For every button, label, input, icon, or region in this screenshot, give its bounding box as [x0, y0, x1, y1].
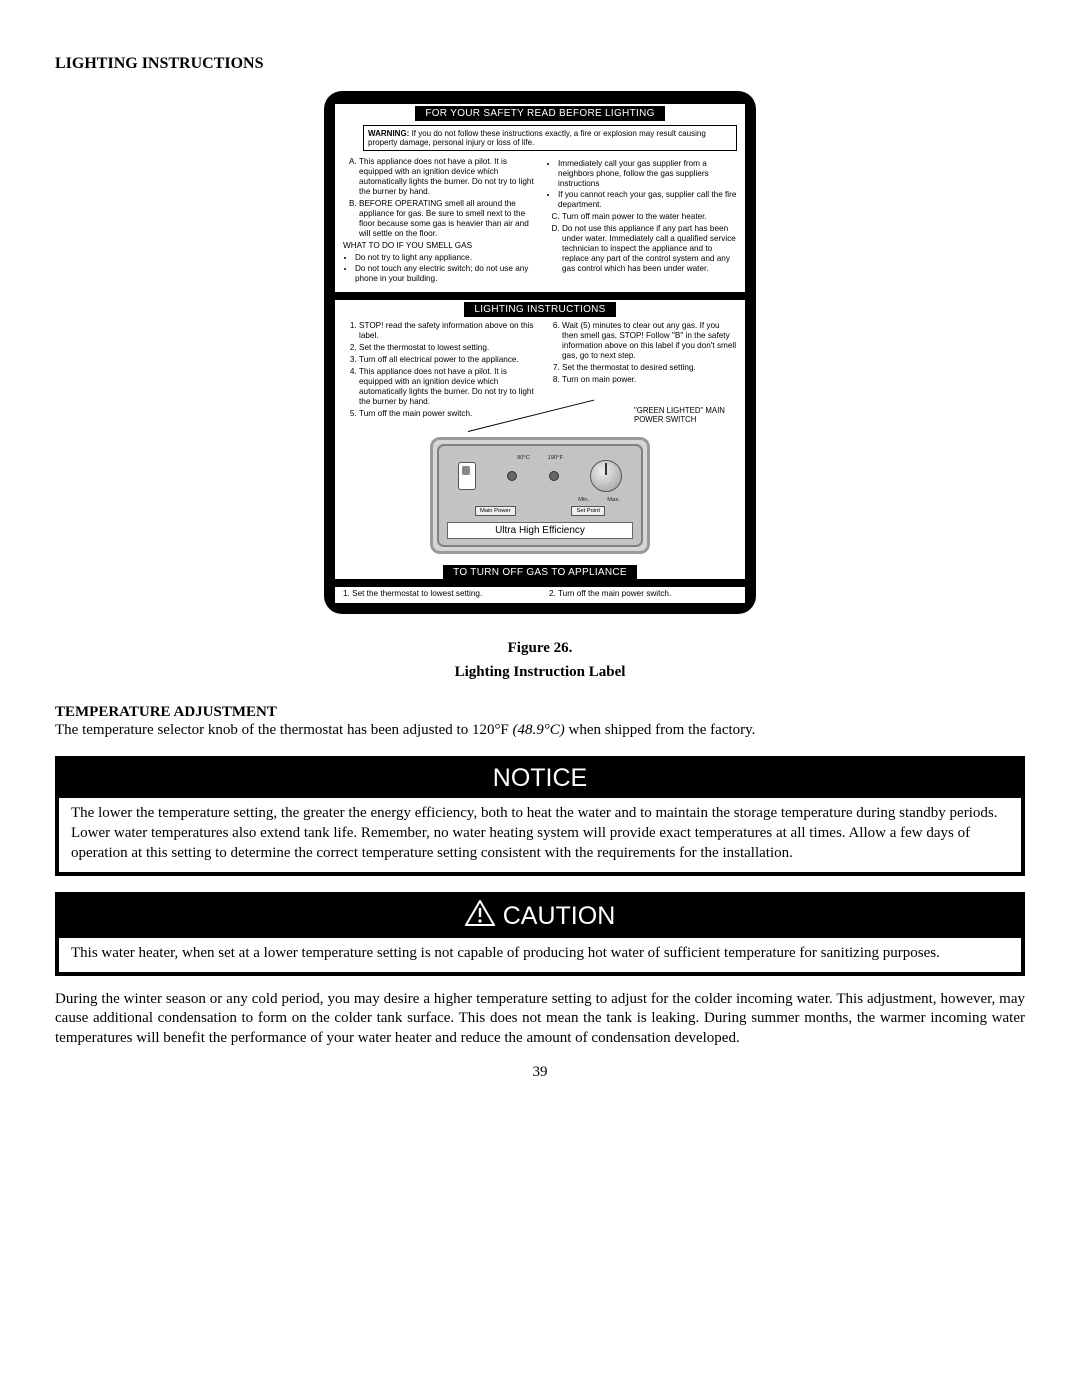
safety-item-a: This appliance does not have a pilot. It… [359, 157, 534, 197]
notice-header: NOTICE [59, 760, 1021, 798]
temp-line-ital: (48.9°C) [513, 722, 565, 738]
safety-panel: FOR YOUR SAFETY READ BEFORE LIGHTING WAR… [334, 103, 746, 293]
caution-box: CAUTION This water heater, when set at a… [55, 892, 1025, 976]
steps-col-left: STOP! read the safety information above … [343, 321, 534, 421]
notice-body: The lower the temperature setting, the g… [59, 798, 1021, 871]
step-5: Turn off the main power switch. [359, 409, 534, 419]
efficiency-label: Ultra High Efficiency [447, 522, 633, 539]
thermostat-knob-icon [590, 460, 622, 492]
temp-adjust-heading: TEMPERATURE ADJUSTMENT [55, 704, 1025, 721]
figure-caption: Figure 26. Lighting Instruction Label [55, 636, 1025, 684]
dial-max: Max. [607, 498, 620, 504]
safety-item-d: Do not use this appliance if any part ha… [562, 224, 737, 274]
temp-line-a: The temperature selector knob of the the… [55, 722, 513, 738]
turnoff-banner: TO TURN OFF GAS TO APPLIANCE [443, 565, 637, 580]
indicator-light-icon [507, 471, 517, 481]
step-6: Wait (5) minutes to clear out any gas. I… [562, 321, 737, 361]
turnoff-step-2: 2. Turn off the main power switch. [549, 589, 737, 598]
warning-text: If you do not follow these instructions … [368, 129, 706, 147]
temp-line-b: when shipped from the factory. [565, 722, 756, 738]
dial-min: Min. [578, 498, 589, 504]
dial-mark-190f: 190°F [547, 456, 563, 462]
warning-box: WARNING: If you do not follow these inst… [363, 125, 737, 151]
notice-box: NOTICE The lower the temperature setting… [55, 756, 1025, 875]
safety-col-left: This appliance does not have a pilot. It… [343, 157, 534, 286]
step-2: Set the thermostat to lowest setting. [359, 343, 534, 353]
safety-col-right: Immediately call your gas supplier from … [546, 157, 737, 286]
main-power-label: Main Power [475, 506, 516, 516]
warning-lead: WARNING: [368, 129, 409, 138]
safety-item-b: BEFORE OPERATING smell all around the ap… [359, 199, 534, 239]
caution-body: This water heater, when set at a lower t… [59, 938, 1021, 972]
lighting-banner: LIGHTING INSTRUCTIONS [464, 302, 615, 317]
figure-title: Lighting Instruction Label [455, 664, 626, 680]
safety-right-b2: If you cannot reach your gas, supplier c… [558, 190, 737, 210]
safety-right-b1: Immediately call your gas supplier from … [558, 159, 737, 189]
smell-gas-heading: WHAT TO DO IF YOU SMELL GAS [343, 241, 534, 251]
safety-banner: FOR YOUR SAFETY READ BEFORE LIGHTING [415, 106, 664, 121]
lighting-label: FOR YOUR SAFETY READ BEFORE LIGHTING WAR… [324, 91, 756, 614]
step-8: Turn on main power. [562, 375, 737, 385]
page-number: 39 [55, 1064, 1025, 1081]
power-switch-callout: "GREEN LIGHTED" MAIN POWER SWITCH [634, 407, 736, 425]
step-4: This appliance does not have a pilot. It… [359, 367, 534, 407]
caution-header: CAUTION [503, 902, 616, 931]
step-1: STOP! read the safety information above … [359, 321, 534, 341]
smell-gas-1: Do not try to light any appliance. [355, 253, 534, 263]
set-point-label: Set Point [571, 506, 605, 516]
turnoff-panel: 1. Set the thermostat to lowest setting.… [334, 586, 746, 604]
page-heading: LIGHTING INSTRUCTIONS [55, 55, 1025, 73]
control-panel-diagram: "GREEN LIGHTED" MAIN POWER SWITCH 90°C 1… [430, 437, 650, 554]
main-power-switch-icon [458, 462, 476, 490]
safety-item-c: Turn off main power to the water heater. [562, 212, 737, 222]
turnoff-step-1: 1. Set the thermostat to lowest setting. [343, 589, 531, 598]
lighting-panel: LIGHTING INSTRUCTIONS STOP! read the saf… [334, 299, 746, 580]
step-3: Turn off all electrical power to the app… [359, 355, 534, 365]
warning-triangle-icon [465, 900, 495, 933]
figure-number: Figure 26. [508, 640, 573, 656]
closing-paragraph: During the winter season or any cold per… [55, 990, 1025, 1049]
indicator-light-icon [549, 471, 559, 481]
smell-gas-2: Do not touch any electric switch; do not… [355, 264, 534, 284]
step-7: Set the thermostat to desired setting. [562, 363, 737, 373]
temp-adjust-text: The temperature selector knob of the the… [55, 721, 1025, 741]
dial-mark-90c: 90°C [517, 456, 530, 462]
